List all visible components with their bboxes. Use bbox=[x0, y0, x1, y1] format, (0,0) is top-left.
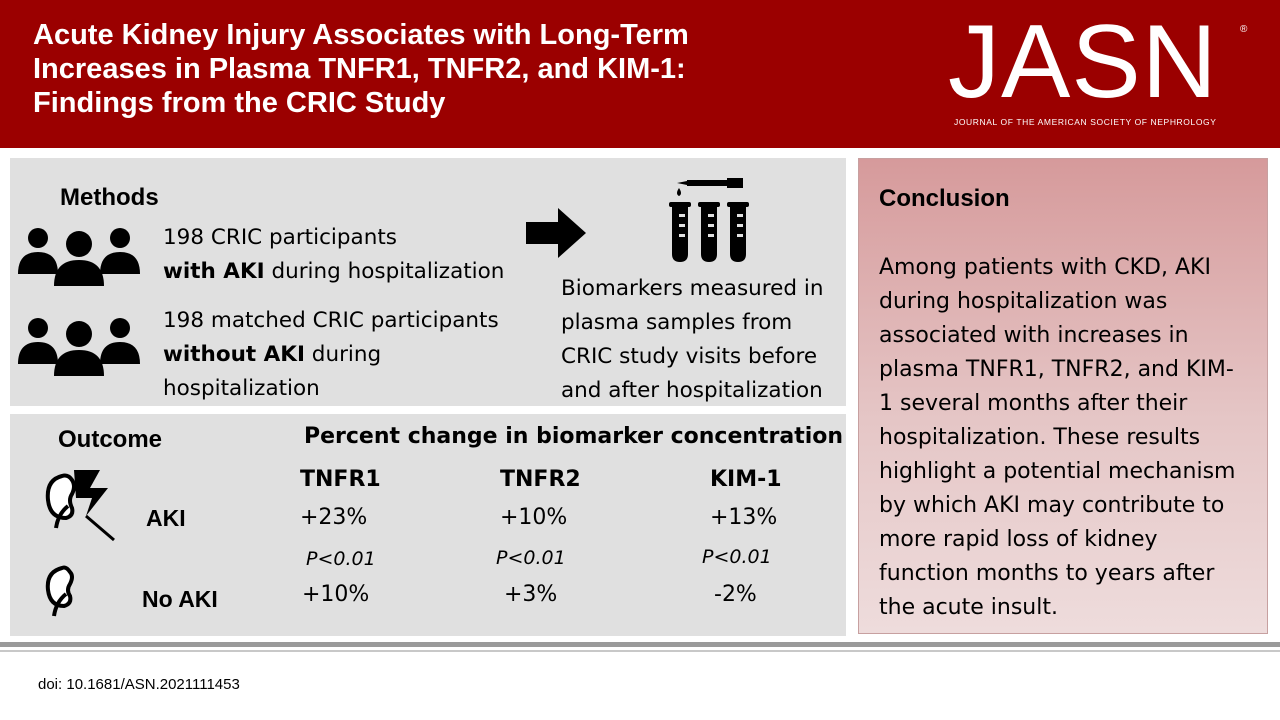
logo-subtitle: JOURNAL OF THE AMERICAN SOCIETY OF NEPHR… bbox=[954, 117, 1217, 127]
group-without-aki-text: 198 matched CRIC participants without AK… bbox=[163, 304, 499, 406]
column-header-tnfr1: TNFR1 bbox=[300, 467, 381, 492]
title-line: Increases in Plasma TNFR1, TNFR2, and KI… bbox=[33, 53, 686, 85]
aki-kim1-value: +13% bbox=[710, 505, 778, 530]
title-line: Findings from the CRIC Study bbox=[33, 87, 446, 119]
biomarkers-line: Biomarkers measured in bbox=[561, 276, 824, 301]
p-value-tnfr1: P<0.01 bbox=[306, 548, 376, 570]
kidney-icon bbox=[45, 565, 74, 617]
conclusion-line: Among patients with CKD, AKI bbox=[879, 255, 1211, 280]
conclusion-line: during hospitalization was bbox=[879, 289, 1168, 314]
page-title: Acute Kidney Injury Associates with Long… bbox=[33, 18, 853, 120]
p-value-tnfr2: P<0.01 bbox=[496, 547, 566, 569]
group1-bold: with AKI bbox=[163, 259, 265, 284]
conclusion-line: associated with increases in bbox=[879, 323, 1189, 348]
people-group-icon bbox=[18, 228, 140, 286]
column-header-tnfr2: TNFR2 bbox=[500, 467, 581, 492]
no-aki-tnfr1-value: +10% bbox=[302, 582, 370, 607]
footer-divider bbox=[0, 642, 1280, 647]
conclusion-line: highlight a potential mechanism bbox=[879, 459, 1236, 484]
biomarkers-line: CRIC study visits before bbox=[561, 344, 818, 369]
conclusion-line: function months to years after bbox=[879, 561, 1215, 586]
arrow-right-icon bbox=[526, 208, 586, 258]
column-header-kim1: KIM-1 bbox=[710, 467, 782, 492]
table-title: Percent change in biomarker concentratio… bbox=[304, 424, 844, 449]
conclusion-heading: Conclusion bbox=[879, 185, 1010, 212]
group2-bold: without AKI bbox=[163, 342, 305, 367]
biomarkers-line: plasma samples from bbox=[561, 310, 793, 335]
outcome-heading: Outcome bbox=[58, 426, 163, 453]
title-line: Acute Kidney Injury Associates with Long… bbox=[33, 19, 689, 51]
conclusion-line: more rapid loss of kidney bbox=[879, 527, 1158, 552]
header-banner: Acute Kidney Injury Associates with Long… bbox=[0, 0, 1280, 148]
no-aki-kim1-value: -2% bbox=[714, 582, 757, 607]
doi-text: doi: 10.1681/ASN.2021111453 bbox=[38, 676, 240, 693]
conclusion-line: 1 several months after their bbox=[879, 391, 1188, 416]
kidney-injury-icon bbox=[45, 470, 115, 542]
group2-line3: hospitalization bbox=[163, 376, 320, 401]
methods-panel: Methods 198 CRIC participants with AKI d… bbox=[10, 158, 846, 406]
methods-heading: Methods bbox=[60, 184, 159, 211]
jasn-logo: JASN ® JOURNAL OF THE AMERICAN SOCIETY O… bbox=[948, 10, 1248, 130]
registered-mark: ® bbox=[1240, 24, 1248, 35]
group2-line1: 198 matched CRIC participants bbox=[163, 308, 499, 333]
group1-rest: during hospitalization bbox=[264, 259, 505, 284]
aki-tnfr2-value: +10% bbox=[500, 505, 568, 530]
conclusion-panel: Conclusion Among patients with CKD, AKI … bbox=[858, 158, 1268, 634]
conclusion-line: plasma TNFR1, TNFR2, and KIM- bbox=[879, 357, 1234, 382]
conclusion-line: hospitalization. These results bbox=[879, 425, 1201, 450]
test-tubes-icon bbox=[669, 178, 749, 262]
group2-rest: during bbox=[304, 342, 382, 367]
conclusion-text: Among patients with CKD, AKI during hosp… bbox=[879, 251, 1235, 625]
no-aki-tnfr2-value: +3% bbox=[504, 582, 558, 607]
group-with-aki-text: 198 CRIC participants with AKI during ho… bbox=[163, 221, 504, 289]
people-group-icon bbox=[18, 318, 140, 376]
outcome-panel: Outcome Percent change in biomarker conc… bbox=[10, 414, 846, 636]
p-value-kim1: P<0.01 bbox=[702, 546, 772, 568]
logo-wordmark: JASN bbox=[948, 4, 1218, 120]
group1-line1: 198 CRIC participants bbox=[163, 225, 397, 250]
row-label-aki: AKI bbox=[146, 505, 186, 531]
conclusion-line: by which AKI may contribute to bbox=[879, 493, 1225, 518]
row-label-no-aki: No AKI bbox=[142, 586, 218, 612]
footer-divider-light bbox=[0, 650, 1280, 652]
conclusion-line: the acute insult. bbox=[879, 595, 1058, 620]
aki-tnfr1-value: +23% bbox=[300, 505, 368, 530]
biomarkers-text: Biomarkers measured in plasma samples fr… bbox=[561, 272, 823, 408]
biomarkers-line: and after hospitalization bbox=[561, 378, 823, 403]
